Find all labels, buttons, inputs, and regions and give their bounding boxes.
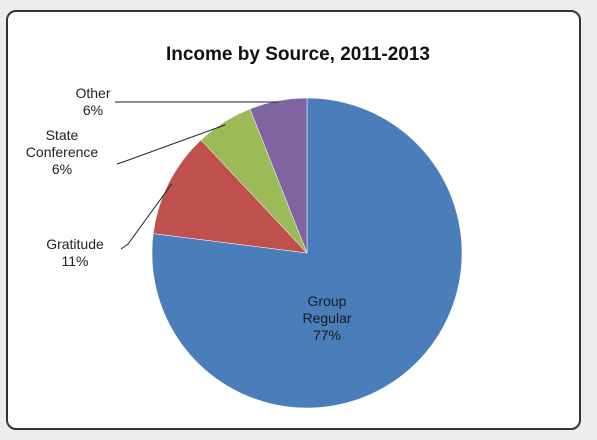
pie-slice-gratitude <box>152 139 308 254</box>
chart-title: Income by Source, 2011-2013 <box>166 44 430 65</box>
pie-slice-group-regular <box>151 97 463 409</box>
pie-slice-other <box>249 97 308 254</box>
data-label-state-conference: State Conference 6% <box>26 127 99 177</box>
leader-line-gratitude <box>120 183 173 250</box>
leader-line-state-conference <box>116 124 226 165</box>
data-label-gratitude: Gratitude 11% <box>46 236 104 269</box>
data-label-group-regular: Group Regular 77% <box>302 293 351 343</box>
data-label-other: Other 6% <box>75 85 110 118</box>
